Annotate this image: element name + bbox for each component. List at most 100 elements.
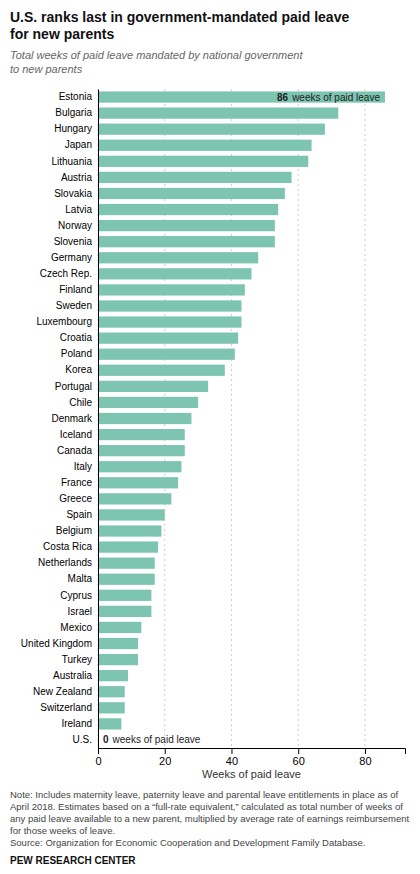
x-tick-label: 20 [159,755,171,767]
bar [98,525,161,536]
y-tick: Austria [61,172,98,183]
text-line: U.S. ranks last in government-mandated p… [10,9,349,25]
y-tick-label: Chile [69,397,92,408]
y-tick-label: Lithuania [51,156,92,167]
annotations: 86weeks of paid leave0weeks of paid leav… [103,92,380,746]
x-tick-label: 40 [226,755,238,767]
bar [98,91,385,102]
bar [98,252,258,263]
x-tick-mark [365,748,366,754]
bar [98,670,128,681]
annotation-value: 86 [277,92,289,103]
bar [98,461,181,472]
bar [98,140,312,151]
x-tick-label: 0 [95,755,101,767]
annotation-text: weeks of paid leave [291,92,380,103]
bar [98,124,325,135]
y-tick: Ireland [61,718,98,729]
y-tick-label: Austria [61,172,93,183]
x-axis-title: Weeks of paid leave [202,768,301,780]
y-tick: Netherlands [38,557,98,568]
x-tick: 40 [226,748,238,767]
y-tick-label: Belgium [56,525,92,536]
y-tick: Finland [59,284,98,295]
text-line: for those weeks of leave. [10,825,115,836]
y-tick-label: Switzerland [40,702,92,713]
bar [98,429,185,440]
y-tick-label: Finland [59,284,92,295]
y-tick-label: Ireland [61,718,92,729]
bar [98,413,191,424]
bar [98,654,138,665]
y-tick: Switzerland [40,702,98,713]
y-tick-label: Cyprus [60,590,92,601]
y-tick-label: Malta [68,573,93,584]
annotation: 0weeks of paid leave [103,734,201,745]
y-tick: Spain [66,509,98,520]
y-tick: United Kingdom [21,638,98,649]
grid [98,89,365,748]
bar [98,702,125,713]
annotation-text: weeks of paid leave [112,734,201,745]
text-line: April 2018. Estimates based on a “full-r… [10,801,403,812]
text-line: to new parents [10,63,83,75]
bars [98,91,385,729]
y-tick: France [61,477,98,488]
text-line: Note: Includes maternity leave, paternit… [10,789,399,800]
note: Note: Includes maternity leave, paternit… [10,789,410,848]
y-tick-label: Japan [65,139,92,150]
bar [98,638,138,649]
y-tick-label: U.S. [73,734,92,745]
y-tick-label: Denmark [51,413,93,424]
bar [98,686,125,697]
y-tick-label: Netherlands [38,557,92,568]
bar [98,156,308,167]
bar [98,172,292,183]
y-tick-label: Sweden [56,300,92,311]
y-tick-label: France [61,477,93,488]
y-axis-line [98,90,99,749]
y-tick: Costa Rica [43,541,98,552]
y-tick: Slovenia [54,236,98,247]
y-tick: Korea [65,364,98,375]
text-line: for new parents [10,26,114,42]
bar [98,622,141,633]
y-tick: Mexico [60,622,98,633]
text-line: any paid leave available to a new parent… [10,813,410,824]
y-tick-label: Australia [53,670,92,681]
y-tick-label: Costa Rica [43,541,92,552]
y-tick: Italy [74,461,98,472]
subtitle: Total weeks of paid leave mandated by na… [10,49,303,75]
grid-line [364,89,365,748]
y-tick-label: United Kingdom [21,638,92,649]
y-tick: Chile [69,397,98,408]
y-tick-label: Luxembourg [36,316,92,327]
y-tick-label: Mexico [60,622,92,633]
y-tick: Sweden [56,300,98,311]
y-tick: Denmark [51,413,98,424]
bar [98,718,121,729]
y-tick: Croatia [60,332,98,343]
bar [98,188,285,199]
y-tick: Germany [51,252,98,263]
bar [98,284,245,295]
y-tick-label: Poland [61,348,92,359]
bar [98,236,275,247]
annotation: 86weeks of paid leave [277,92,380,103]
annotation-value: 0 [103,734,109,745]
y-tick-label: Portugal [55,381,92,392]
y-axis: EstoniaBulgariaHungaryJapanLithuaniaAust… [21,90,99,749]
bar [98,316,241,327]
bar [98,558,155,569]
x-axis: 020406080 [95,748,405,767]
y-tick: New Zealand [33,686,98,697]
x-tick: 0 [95,748,101,767]
y-tick-label: Israel [68,606,92,617]
y-tick: Estonia [59,91,98,102]
y-tick: Slovakia [54,188,98,199]
x-tick-mark [165,748,166,754]
y-tick: Israel [68,606,98,617]
y-tick: Cyprus [60,590,98,601]
y-tick-label: Greece [59,493,92,504]
x-tick: 60 [293,748,305,767]
